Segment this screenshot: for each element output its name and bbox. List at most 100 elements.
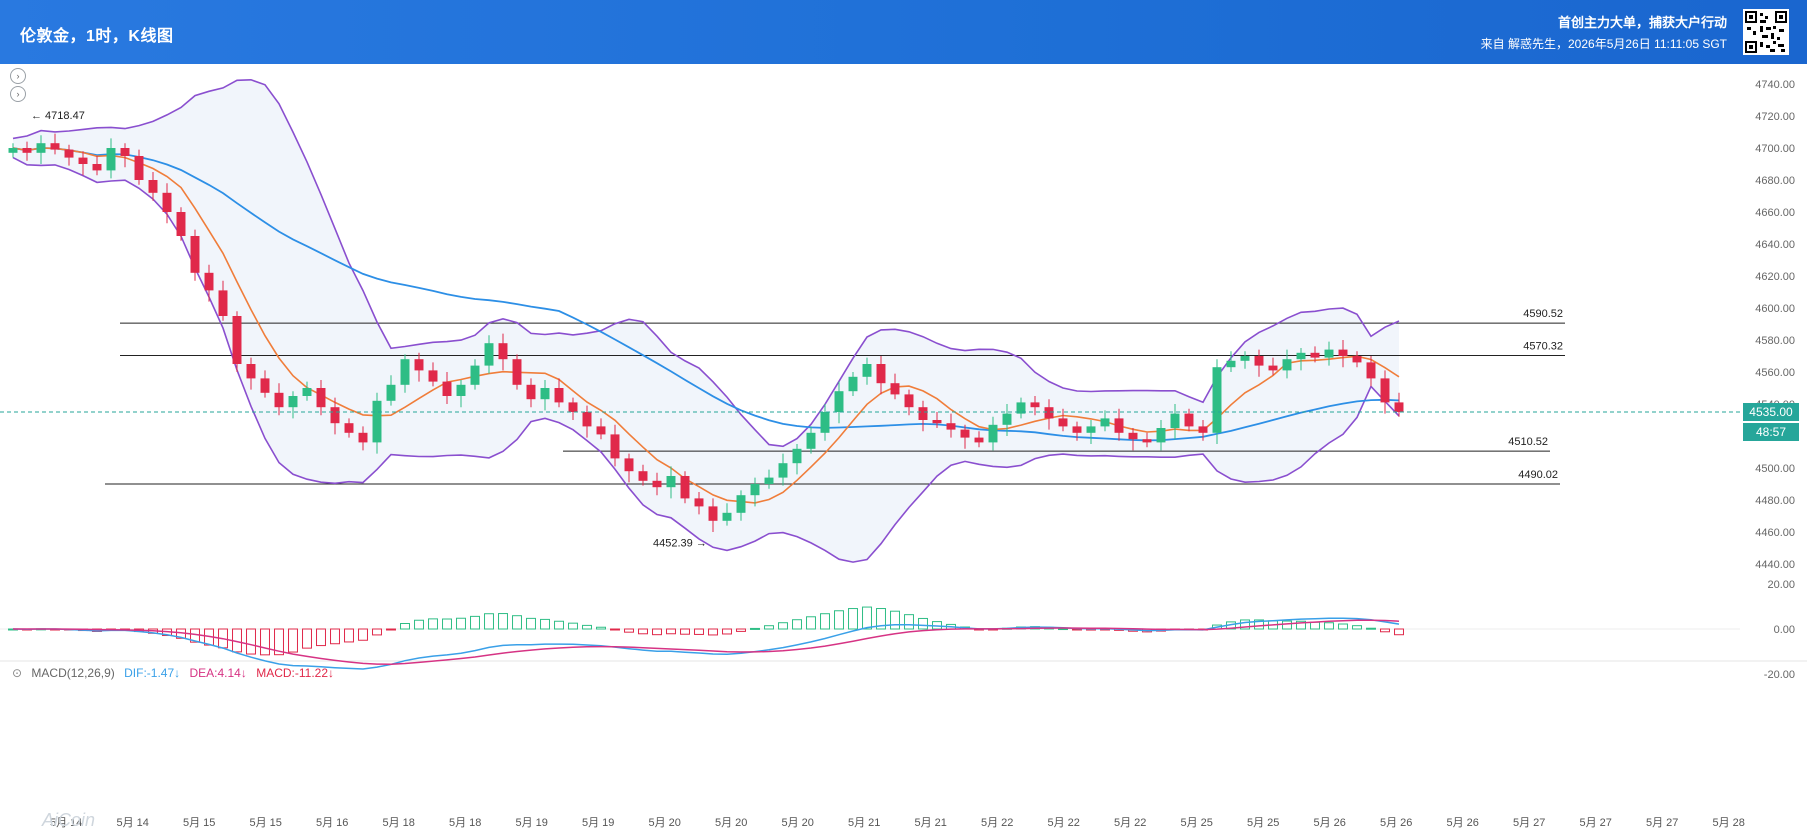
candle-body [274,392,284,408]
macd-histogram-bar [638,628,648,635]
candle-body [1058,418,1068,427]
time-tick-label: 5月 27 [1646,817,1678,829]
candle-body [862,364,872,377]
macd-value: MACD:-11.22↓ [256,666,335,680]
candle-body [1338,349,1348,356]
candle-body [442,381,452,396]
macd-histogram-bar [1366,627,1376,630]
macd-histogram-bar [778,622,788,630]
candle-body [932,420,942,424]
candle-body [372,400,382,443]
candle-body [638,471,648,481]
candle-body [1002,413,1012,425]
candle-body [1142,439,1152,443]
candle-body [610,434,620,459]
candle-body [498,343,508,360]
high-annotation: ← 4718.47 [31,110,85,122]
candle-body [666,476,676,488]
candle-body [260,378,270,393]
current-price-badge: 4535.00 [1743,403,1799,421]
macd-histogram-bar [498,613,508,630]
expand-panel-button[interactable]: › [10,68,26,84]
time-tick-label: 5月 28 [1713,817,1745,829]
price-tick-label: 4660.00 [1755,207,1795,219]
candle-body [526,384,536,400]
candle-body [456,384,466,396]
app-header: 伦敦金，1时，K线图 首创主力大单，捕获大户行动 来自 解惑先生，2026年5月… [0,0,1807,64]
macd-histogram-bar [246,628,256,655]
candle-body [232,316,242,364]
qr-code-icon [1743,9,1789,55]
candle-body [1352,356,1362,363]
time-tick-label: 5月 26 [1380,817,1412,829]
price-tick-label: 4580.00 [1755,335,1795,347]
collapse-panel-button[interactable]: › [10,86,26,102]
candle-body [988,424,998,443]
macd-histogram-bar [1240,619,1250,630]
macd-histogram-bar [610,628,620,631]
level-label: 4590.52 [1523,308,1563,320]
time-tick-label: 5月 26 [1314,817,1346,829]
candle-body [1212,367,1222,433]
price-chart[interactable]: 4590.52 4570.32 4510.52 4490.02 4740.00 4720… [0,64,1807,835]
macd-histogram-bar [484,613,494,630]
candle-body [246,364,256,379]
time-tick-label: 5月 22 [981,817,1013,829]
candle-body [890,383,900,395]
chart-area[interactable]: 4590.52 4570.32 4510.52 4490.02 4740.00 4720… [0,64,1807,835]
time-tick-label: 5月 18 [449,817,481,829]
candle-body [162,192,172,212]
time-tick-label: 5月 25 [1247,817,1279,829]
macd-histogram-bar [1310,621,1320,630]
candle-body [1156,428,1166,443]
macd-histogram-bar [288,628,298,653]
candle-body [1394,402,1404,412]
candle-body [120,148,130,156]
candle-body [414,359,424,371]
candle-body [1240,356,1250,361]
macd-histogram-bar [792,619,802,630]
candle-body [960,429,970,438]
macd-histogram-bar [554,620,564,630]
time-tick-label: 5月 21 [915,817,947,829]
candle-body [288,396,298,408]
macd-histogram-bar [806,616,816,630]
candle-body [1184,413,1194,427]
candle-body [218,290,228,316]
macd-histogram-bar [1282,620,1292,630]
time-tick-label: 5月 14 [50,817,82,829]
macd-histogram-bar [750,627,760,630]
macd-histogram-bar [526,617,536,630]
candle-body [974,437,984,443]
candle-body [204,272,214,291]
candle-body [820,412,830,433]
macd-histogram-bar [1324,622,1334,630]
candle-body [484,343,494,366]
candle-body [106,148,116,171]
time-tick-label: 5月 20 [649,817,681,829]
time-tick-label: 5月 14 [117,817,149,829]
macd-histogram-bar [344,628,354,643]
macd-histogram-bar [596,626,606,630]
macd-histogram-bar [540,618,550,630]
macd-histogram-bar [274,628,284,656]
candle-body [1366,362,1376,379]
level-label: 4490.02 [1518,469,1558,481]
bollinger-upper-line [12,78,1400,448]
candle-body [64,149,74,158]
header-slogan: 首创主力大单，捕获大户行动 [1557,15,1727,30]
candle-body [848,376,858,392]
macd-histogram-bar [1394,628,1404,636]
price-tick-label: 4440.00 [1755,559,1795,571]
macd-histogram-bar [1352,625,1362,630]
candle-body [190,236,200,273]
long-ma-line [12,147,1400,442]
price-tick-label: 4460.00 [1755,527,1795,539]
time-tick-label: 5月 19 [516,817,548,829]
candle-body [78,157,88,164]
macd-histogram-bar [442,618,452,630]
macd-histogram-bar [456,617,466,630]
macd-dea: DEA:4.14↓ [189,666,247,680]
candle-body [1310,352,1320,358]
macd-toggle-icon[interactable]: ⊙ [12,666,23,680]
